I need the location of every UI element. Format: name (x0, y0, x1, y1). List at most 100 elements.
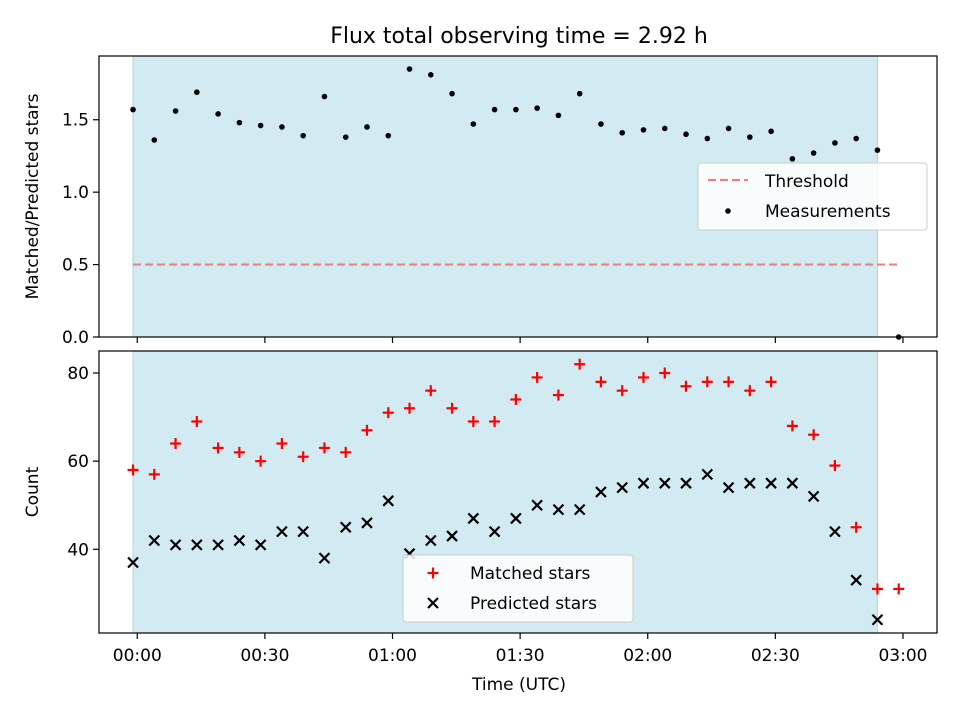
predicted-stars-point (276, 525, 288, 538)
bottom-plot-area (127, 358, 905, 626)
matched-stars-point (680, 380, 692, 392)
matched-stars-point (893, 583, 905, 595)
measurement-point (704, 135, 711, 142)
measurement-point (257, 122, 264, 129)
measurement-point (172, 108, 179, 114)
measurement-point (215, 111, 221, 117)
measurement-point (534, 105, 540, 111)
matched-stars-point (744, 385, 756, 397)
measurement-point (874, 147, 881, 153)
legend-matched-label: Matched stars (470, 564, 590, 584)
chart-title: Flux total observing time = 2.92 h (330, 24, 708, 49)
matched-stars-point (574, 358, 586, 370)
y-tick-label: 40 (67, 540, 89, 560)
measurement-point (236, 119, 243, 126)
matched-stars-point (467, 416, 479, 427)
measurement-point (576, 90, 583, 97)
measurement-point (342, 134, 349, 140)
measurement-point (555, 112, 562, 119)
matched-stars-point (425, 385, 437, 397)
bottom-axes-frame (98, 350, 938, 634)
predicted-stars-point (233, 534, 246, 547)
x-tick-label: 00:30 (240, 646, 289, 666)
x-tick-label: 01:30 (496, 646, 545, 666)
predicted-stars-point (701, 468, 714, 481)
matched-stars-point (382, 407, 394, 419)
predicted-stars-point (744, 477, 756, 489)
predicted-stars-point (467, 512, 480, 525)
legend-measurements-swatch (725, 208, 731, 214)
measurement-point (279, 124, 285, 130)
legend-matched-swatch (427, 567, 439, 579)
matched-stars-point (191, 416, 203, 427)
measurement-point (513, 106, 519, 113)
top-panel: 0.0 0.5 1.0 1.5 Matched/Predicted stars Thr… (23, 55, 938, 348)
predicted-stars-point (680, 477, 692, 489)
matched-stars-point (361, 424, 373, 436)
measurement-point (385, 132, 392, 139)
predicted-stars-point (425, 534, 437, 547)
predicted-stars-point (254, 539, 267, 551)
matched-stars-point (723, 376, 735, 388)
matched-stars-point (616, 385, 628, 397)
y-tick-label: 1.0 (62, 183, 89, 203)
legend-threshold-label: Threshold (764, 172, 849, 192)
measurement-point (661, 125, 668, 132)
predicted-stars-point (510, 512, 522, 525)
bottom-y-axis-label: Count (23, 466, 43, 517)
predicted-stars-point (552, 503, 565, 516)
measurement-point (364, 124, 370, 130)
predicted-stars-point (871, 614, 884, 626)
x-tick-label: 03:00 (878, 646, 927, 666)
matched-stars-point (297, 451, 309, 463)
matched-stars-point (595, 376, 607, 388)
x-tick-label: 02:00 (623, 646, 672, 666)
top-legend: Threshold Measurements (697, 162, 928, 231)
matched-stars-point (233, 446, 245, 458)
measurement-point (768, 128, 774, 135)
matched-stars-point (489, 416, 501, 427)
measurement-point (321, 93, 328, 100)
matched-stars-point (531, 371, 543, 383)
predicted-stars-point (765, 477, 777, 489)
predicted-stars-point (191, 539, 203, 551)
top-x-ticks (136, 337, 904, 343)
predicted-stars-point (658, 477, 671, 489)
matched-stars-point (318, 442, 330, 454)
measurement-point (598, 121, 604, 127)
predicted-stars-point (339, 521, 352, 534)
measurement-point (810, 150, 817, 156)
legend-predicted-swatch (427, 597, 439, 609)
measurement-point (789, 156, 796, 162)
predicted-stars-point (637, 477, 650, 489)
measurement-point (683, 131, 689, 138)
predicted-stars-point (786, 477, 799, 489)
predicted-stars-point (297, 525, 309, 538)
matched-stars-point (170, 438, 182, 450)
measurement-point (427, 72, 434, 78)
top-y-axis-label: Matched/Predicted stars (23, 93, 43, 299)
matched-stars-point (510, 393, 522, 405)
matched-stars-point (446, 402, 458, 414)
predicted-stars-point (595, 486, 607, 498)
predicted-stars-point (573, 503, 586, 516)
matched-stars-point (404, 402, 416, 414)
legend-predicted-label: Predicted stars (470, 594, 597, 614)
predicted-stars-point (169, 539, 182, 551)
predicted-stars-point (446, 530, 458, 542)
matched-stars-point (552, 389, 564, 401)
predicted-stars-point (361, 517, 373, 529)
legend-box (697, 162, 928, 231)
bottom-legend: Matched stars Predicted stars (402, 554, 634, 623)
x-tick-label: 01:00 (368, 646, 417, 666)
top-y-ticks: 0.0 0.5 1.0 1.5 (62, 111, 99, 348)
matched-stars-point (808, 429, 820, 441)
measurement-point (300, 132, 306, 139)
predicted-stars-point (722, 481, 735, 494)
measurement-point (853, 135, 859, 142)
matched-stars-point (255, 455, 267, 467)
measurement-point (832, 140, 838, 146)
predicted-stars-point (829, 525, 841, 538)
top-axes-frame (98, 55, 938, 338)
matched-stars-point (637, 371, 649, 383)
